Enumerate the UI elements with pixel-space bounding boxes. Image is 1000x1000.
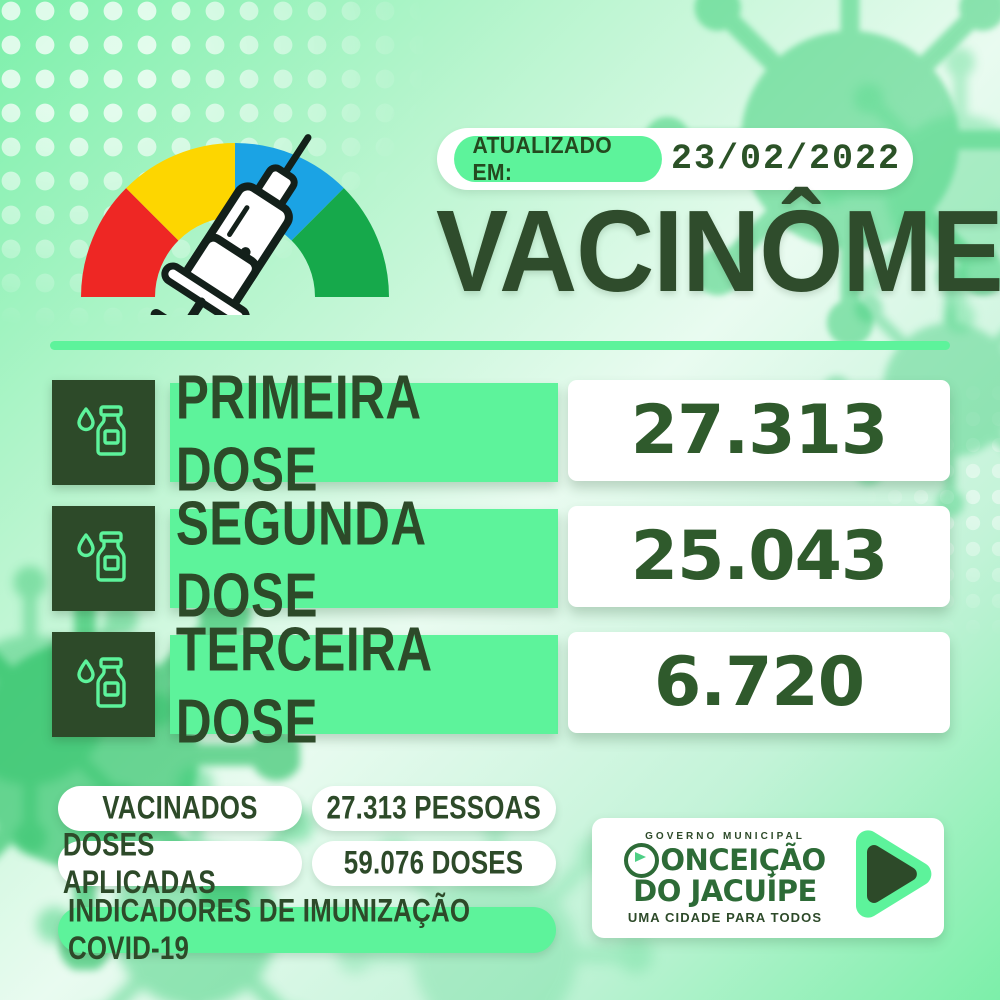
- logo-government-label: GOVERNO MUNICIPAL: [645, 831, 805, 843]
- dose-value: 25.043: [568, 506, 950, 607]
- logo-tagline: UMA CIDADE PARA TODOS: [627, 909, 823, 925]
- vaccine-vial-icon: [52, 506, 155, 611]
- updated-label: ATUALIZADO EM:: [454, 132, 662, 185]
- vaccinated-label-pill: VACINADOS: [58, 786, 302, 831]
- gauge-segment-yellow: [126, 143, 237, 242]
- vaccine-vial-icon: [52, 380, 155, 485]
- immunization-indicators-pill: INDICADORES DE IMUNIZAÇÃO COVID-19: [58, 893, 556, 966]
- dose-label: SEGUNDA DOSE: [170, 488, 558, 629]
- header-divider: [50, 341, 950, 350]
- vaccination-gauge: [70, 100, 400, 354]
- gauge-segment-green: [290, 188, 389, 299]
- play-triangle-icon: [840, 829, 938, 927]
- doses-applied-label-pill: DOSES APLICADAS: [58, 826, 302, 900]
- updated-date-pill: ATUALIZADO EM: 23/02/2022: [437, 128, 913, 190]
- gauge-segment-red: [81, 188, 180, 299]
- doses-applied-value-pill: 59.076 DOSES: [312, 841, 556, 886]
- updated-date-value: 23/02/2022: [670, 139, 901, 179]
- logo-city-line1: ONCEIÇÃO: [614, 843, 836, 879]
- vaccine-vial-icon: [52, 632, 155, 737]
- logo-play-in-c-icon: [624, 843, 660, 879]
- vaccinated-value-pill: 27.313 PESSOAS: [312, 786, 556, 831]
- city-government-logo: GOVERNO MUNICIPAL ONCEIÇÃO DO JACUÍPE UM…: [592, 818, 944, 938]
- dose-value: 6.720: [568, 632, 950, 733]
- page-title: VACINÔMETRO: [436, 187, 1000, 317]
- logo-city-line2: DO JACUÍPE: [633, 874, 817, 909]
- logo-text-block: GOVERNO MUNICIPAL ONCEIÇÃO DO JACUÍPE UM…: [614, 831, 836, 925]
- dose-label: TERCEIRA DOSE: [170, 614, 558, 755]
- dose-label: PRIMEIRA DOSE: [170, 362, 558, 503]
- dose-value: 27.313: [568, 380, 950, 481]
